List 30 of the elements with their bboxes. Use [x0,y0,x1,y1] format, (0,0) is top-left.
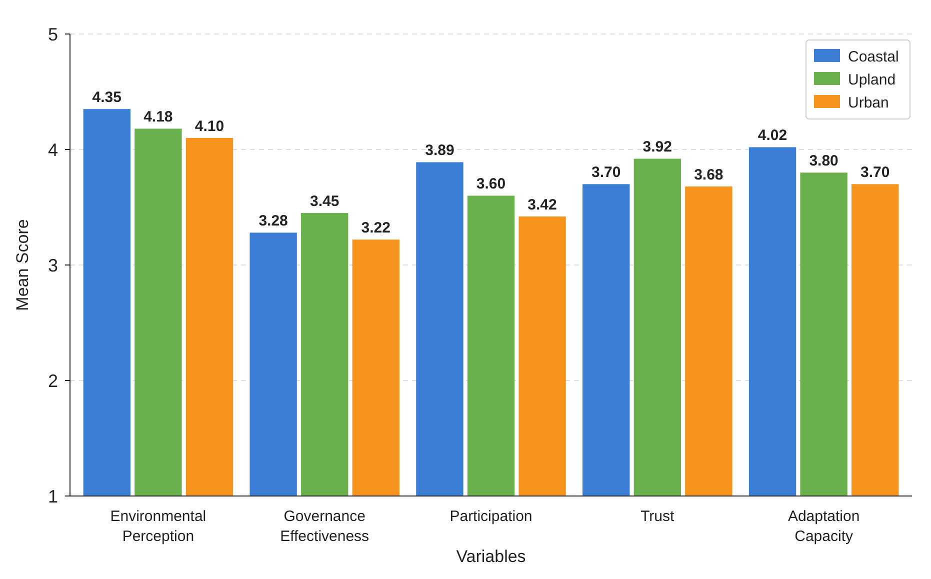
data-label: 3.28 [258,212,288,230]
x-tick-label: Environmental Perception [110,508,206,545]
data-label: 4.02 [758,127,788,144]
data-label: 3.60 [476,176,506,193]
y-tick-label: 4 [48,140,58,160]
x-tick-label: Trust [640,508,676,525]
data-label: 3.22 [361,220,390,237]
legend-label: Urban [848,94,889,112]
x-tick-label: Adaptation Capacity [788,508,860,545]
y-tick-label: 5 [48,24,58,44]
data-label: 3.70 [592,164,621,182]
data-label: 3.70 [860,164,890,182]
data-label: 3.89 [425,142,454,160]
y-tick-label: 3 [48,255,58,276]
data-label: 3.92 [642,138,672,156]
data-label: 3.45 [310,193,340,210]
data-label: 4.35 [92,89,122,106]
data-label: 4.10 [194,118,224,135]
data-label: 3.42 [528,196,557,214]
legend-label: Coastal [848,48,899,66]
data-label: 3.68 [694,166,724,184]
y-tick-label: 1 [48,486,58,506]
legend-label: Upland [848,71,896,88]
data-label: 3.80 [809,152,838,170]
y-axis-title: Mean Score [13,219,32,311]
data-label: 4.18 [144,108,173,126]
x-tick-label: Participation [450,508,532,525]
y-tick-label: 2 [48,370,58,391]
x-tick-label: Governance Effectiveness [280,508,370,545]
x-axis-title: Variables [456,547,526,566]
